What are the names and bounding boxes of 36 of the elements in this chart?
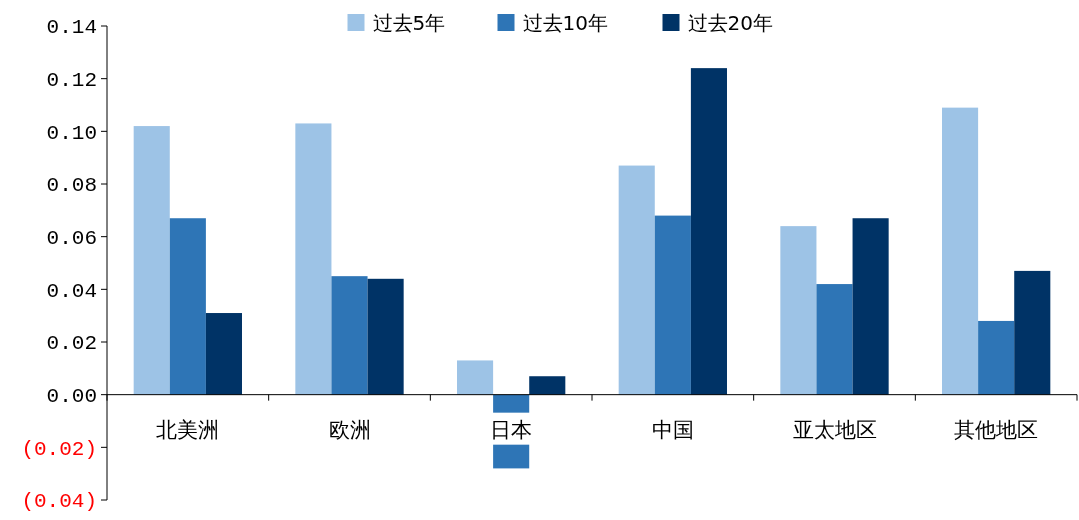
y-tick-label: (0.04) bbox=[21, 490, 97, 514]
x-tick-label: 中国 bbox=[651, 417, 694, 442]
bar bbox=[1014, 270, 1051, 395]
x-tick-label: 亚太地区 bbox=[792, 417, 877, 442]
bar bbox=[852, 218, 889, 395]
y-tick-label: 0.00 bbox=[46, 385, 97, 409]
bar bbox=[529, 376, 566, 395]
legend-label: 过去20年 bbox=[687, 11, 773, 35]
bar bbox=[331, 276, 368, 395]
bar bbox=[295, 123, 332, 395]
x-tick-label: 欧洲 bbox=[328, 417, 371, 442]
bar bbox=[618, 165, 655, 395]
y-tick-label: (0.02) bbox=[21, 437, 97, 461]
bar bbox=[978, 320, 1015, 395]
bar bbox=[457, 360, 494, 395]
bar bbox=[942, 107, 979, 395]
y-tick-label: 0.06 bbox=[46, 227, 97, 251]
bar bbox=[169, 218, 206, 395]
legend-label: 过去5年 bbox=[372, 11, 446, 35]
legend-label: 过去10年 bbox=[522, 11, 608, 35]
bar bbox=[205, 313, 242, 395]
y-tick-label: 0.10 bbox=[46, 121, 97, 145]
x-tick-label: 日本 bbox=[490, 417, 533, 442]
y-tick-label: 0.02 bbox=[46, 332, 97, 356]
bar bbox=[780, 226, 817, 395]
bar bbox=[690, 68, 727, 395]
x-tick-label: 其他地区 bbox=[954, 417, 1039, 442]
bar bbox=[654, 215, 691, 395]
y-tick-label: 0.04 bbox=[46, 279, 97, 303]
bar bbox=[367, 278, 404, 395]
bar bbox=[133, 126, 170, 395]
y-tick-label: 0.08 bbox=[46, 174, 97, 198]
bar bbox=[816, 284, 853, 395]
x-tick-label: 北美洲 bbox=[156, 417, 220, 442]
y-tick-label: 0.12 bbox=[46, 69, 97, 93]
y-tick-label: 0.14 bbox=[46, 16, 97, 40]
